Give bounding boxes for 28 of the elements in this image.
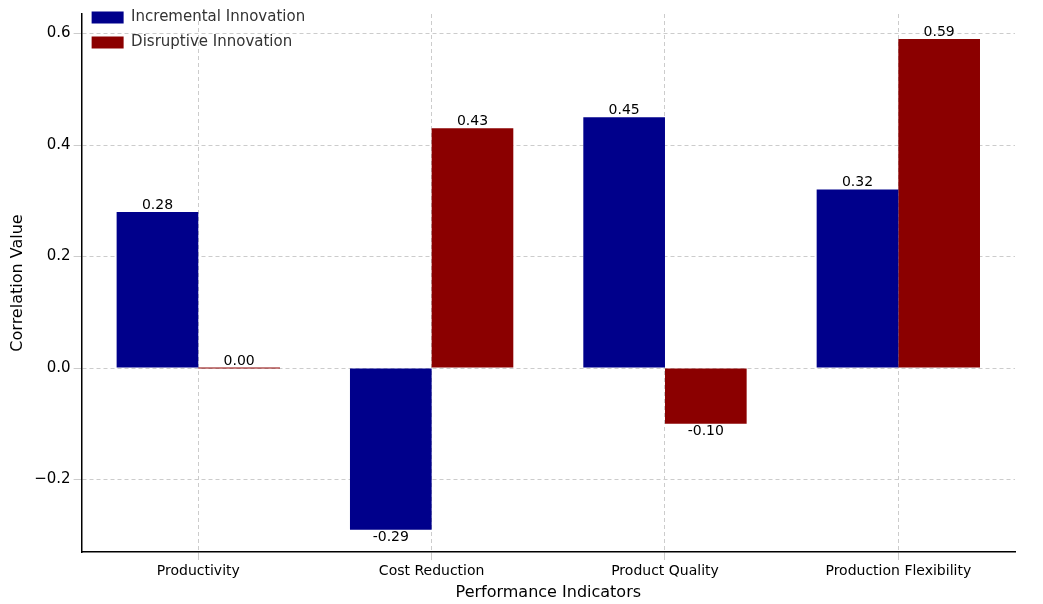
bar <box>583 117 665 368</box>
bar <box>898 39 980 368</box>
y-tick-label: 0.6 <box>46 23 71 42</box>
y-tick-label: 0.0 <box>46 357 71 376</box>
data-label: 0.59 <box>923 22 955 39</box>
bar <box>349 368 432 530</box>
bar <box>816 189 899 368</box>
x-tick-label: Product Quality <box>611 562 719 579</box>
data-label: 0.43 <box>456 111 489 128</box>
data-label: 0.00 <box>223 352 255 369</box>
y-tick-label: −0.2 <box>34 469 71 488</box>
x-tick-label: Productivity <box>156 562 240 579</box>
y-axis-title: Correlation Value <box>6 214 26 352</box>
x-tick-label: Cost Reduction <box>378 562 485 579</box>
bar <box>116 211 199 368</box>
x-axis-title: Performance Indicators <box>455 581 642 601</box>
y-tick-label: 0.4 <box>46 134 71 153</box>
bar <box>664 368 747 424</box>
x-tick-label: Production Flexibility <box>825 562 972 579</box>
legend-label: Disruptive Innovation <box>131 32 293 51</box>
y-tick-label: 0.2 <box>46 246 71 265</box>
legend-label: Incremental Innovation <box>131 7 306 26</box>
data-label: 0.45 <box>608 100 640 117</box>
data-label: -0.10 <box>687 422 724 439</box>
data-label: -0.29 <box>372 528 409 545</box>
bar <box>431 128 514 368</box>
data-label: 0.28 <box>141 195 174 212</box>
data-label: 0.32 <box>841 173 874 190</box>
